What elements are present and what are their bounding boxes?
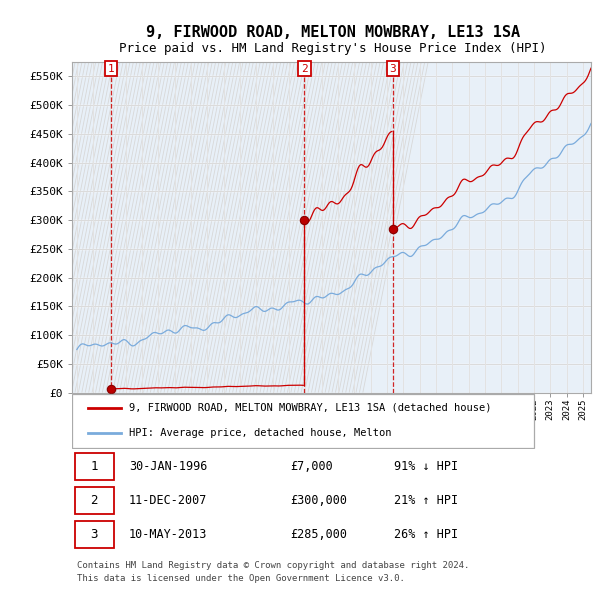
Text: 26% ↑ HPI: 26% ↑ HPI	[394, 527, 458, 540]
Text: 1: 1	[91, 460, 98, 473]
Text: £7,000: £7,000	[290, 460, 333, 473]
Text: 30-JAN-1996: 30-JAN-1996	[129, 460, 208, 473]
Text: Price paid vs. HM Land Registry's House Price Index (HPI): Price paid vs. HM Land Registry's House …	[119, 42, 547, 55]
FancyBboxPatch shape	[74, 487, 113, 514]
Text: 21% ↑ HPI: 21% ↑ HPI	[394, 494, 458, 507]
Text: 9, FIRWOOD ROAD, MELTON MOWBRAY, LE13 1SA: 9, FIRWOOD ROAD, MELTON MOWBRAY, LE13 1S…	[146, 25, 520, 40]
Text: £285,000: £285,000	[290, 527, 347, 540]
Text: 10-MAY-2013: 10-MAY-2013	[129, 527, 208, 540]
Text: 3: 3	[389, 64, 396, 74]
Text: 9, FIRWOOD ROAD, MELTON MOWBRAY, LE13 1SA (detached house): 9, FIRWOOD ROAD, MELTON MOWBRAY, LE13 1S…	[129, 403, 491, 413]
Text: 2: 2	[91, 494, 98, 507]
FancyBboxPatch shape	[74, 453, 113, 480]
FancyBboxPatch shape	[72, 394, 534, 447]
Text: 2: 2	[301, 64, 308, 74]
Text: Contains HM Land Registry data © Crown copyright and database right 2024.: Contains HM Land Registry data © Crown c…	[77, 560, 470, 570]
Text: 91% ↓ HPI: 91% ↓ HPI	[394, 460, 458, 473]
Text: 1: 1	[107, 64, 114, 74]
FancyBboxPatch shape	[74, 521, 113, 548]
Text: £300,000: £300,000	[290, 494, 347, 507]
Text: 3: 3	[91, 527, 98, 540]
Text: This data is licensed under the Open Government Licence v3.0.: This data is licensed under the Open Gov…	[77, 574, 405, 583]
Text: 11-DEC-2007: 11-DEC-2007	[129, 494, 208, 507]
Text: HPI: Average price, detached house, Melton: HPI: Average price, detached house, Melt…	[129, 428, 392, 438]
